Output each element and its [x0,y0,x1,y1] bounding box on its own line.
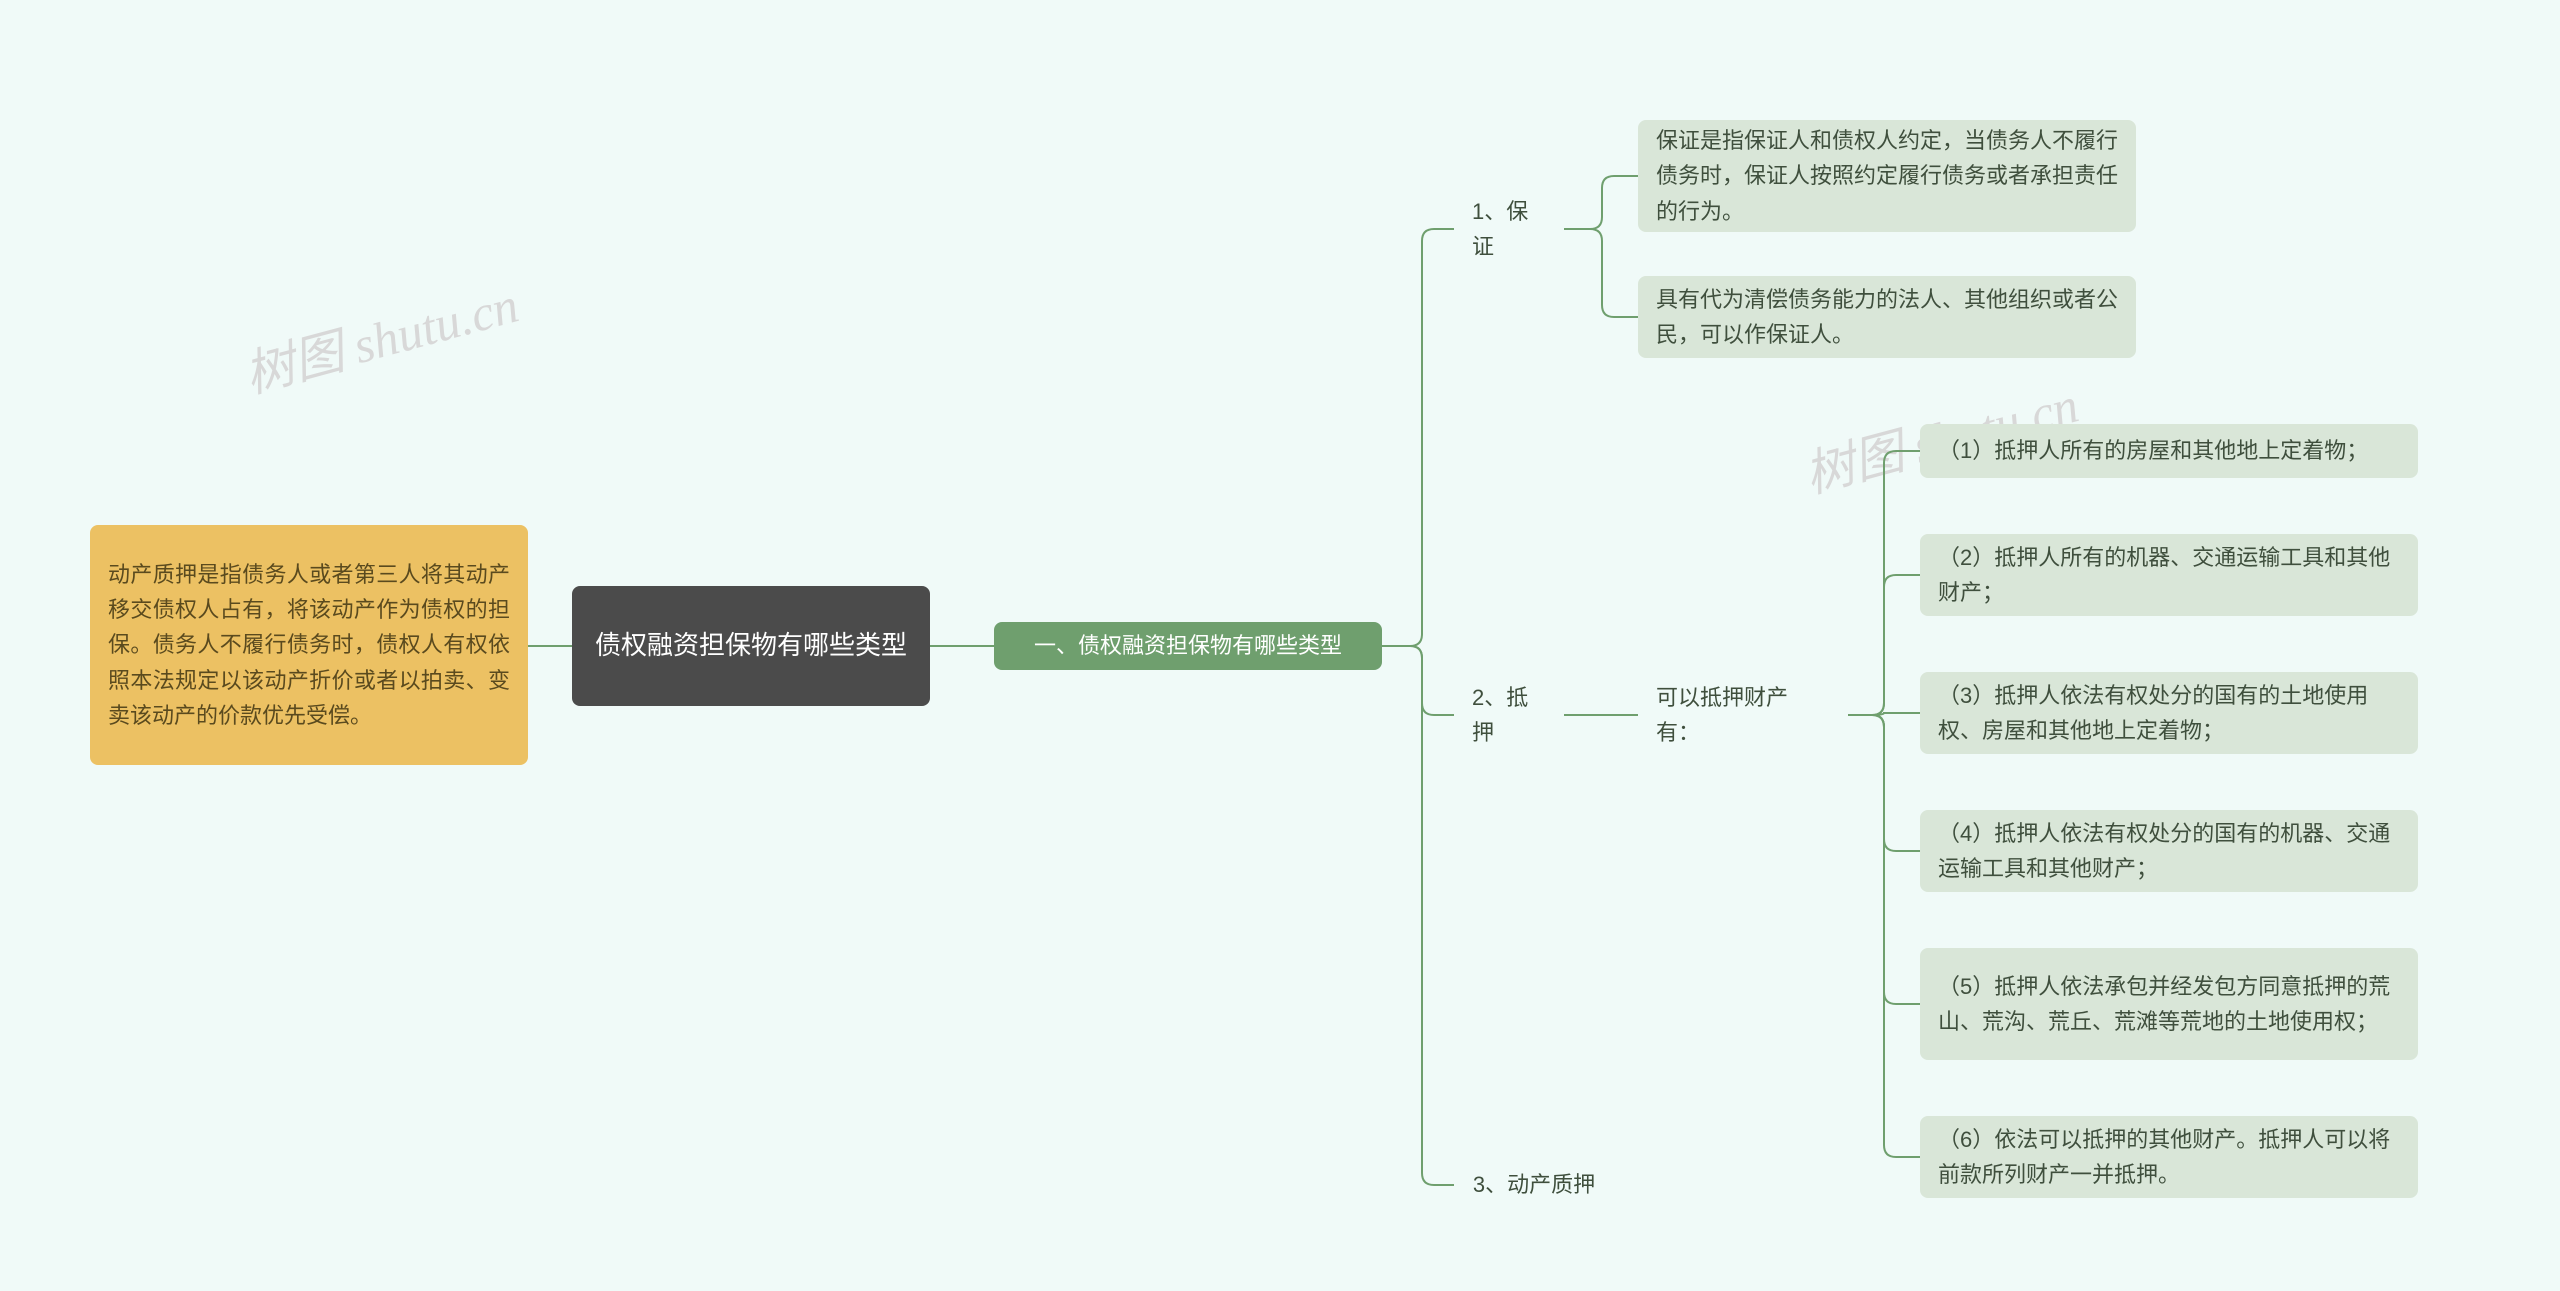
baozheng-child-1[interactable]: 保证是指保证人和债权人约定，当债务人不履行债务时，保证人按照约定履行债务或者承担… [1638,120,2136,232]
diya-child-4-text: （4）抵押人依法有权处分的国有的机器、交通运输工具和其他财产； [1938,816,2400,886]
baozheng-child-1-text: 保证是指保证人和债权人约定，当债务人不履行债务时，保证人按照约定履行债务或者承担… [1656,123,2118,229]
branch-dongchan[interactable]: 3、动产质押 [1454,1162,1614,1208]
branch-diya[interactable]: 2、抵押 [1454,692,1564,738]
branch-diya-label: 2、抵押 [1472,680,1546,750]
section-1-node[interactable]: 一、债权融资担保物有哪些类型 [994,622,1382,670]
diya-child-5-text: （5）抵押人依法承包并经发包方同意抵押的荒山、荒沟、荒丘、荒滩等荒地的土地使用权… [1938,969,2400,1039]
diya-child-2[interactable]: （2）抵押人所有的机器、交通运输工具和其他财产； [1920,534,2418,616]
root-label: 债权融资担保物有哪些类型 [595,625,907,667]
diya-child-3[interactable]: （3）抵押人依法有权处分的国有的土地使用权、房屋和其他地上定着物； [1920,672,2418,754]
diya-child-3-text: （3）抵押人依法有权处分的国有的土地使用权、房屋和其他地上定着物； [1938,678,2400,748]
branch-baozheng[interactable]: 1、保证 [1454,206,1564,252]
diya-child-1-text: （1）抵押人所有的房屋和其他地上定着物； [1938,433,2368,468]
diya-child-6[interactable]: （6）依法可以抵押的其他财产。抵押人可以将前款所列财产一并抵押。 [1920,1116,2418,1198]
watermark-1: 树图 shutu.cn [235,265,525,407]
branch-dongchan-label: 3、动产质押 [1473,1167,1595,1202]
diya-child-4[interactable]: （4）抵押人依法有权处分的国有的机器、交通运输工具和其他财产； [1920,810,2418,892]
diya-child-6-text: （6）依法可以抵押的其他财产。抵押人可以将前款所列财产一并抵押。 [1938,1122,2400,1192]
diya-sub-label: 可以抵押财产有： [1656,680,1830,750]
diya-child-1[interactable]: （1）抵押人所有的房屋和其他地上定着物； [1920,424,2418,478]
diya-child-2-text: （2）抵押人所有的机器、交通运输工具和其他财产； [1938,540,2400,610]
branch-baozheng-label: 1、保证 [1472,194,1546,264]
baozheng-child-2-text: 具有代为清偿债务能力的法人、其他组织或者公民，可以作保证人。 [1656,282,2118,352]
left-leaf-node[interactable]: 动产质押是指债务人或者第三人将其动产移交债权人占有，将该动产作为债权的担保。债务… [90,525,528,765]
diya-child-5[interactable]: （5）抵押人依法承包并经发包方同意抵押的荒山、荒沟、荒丘、荒滩等荒地的土地使用权… [1920,948,2418,1060]
left-leaf-text: 动产质押是指债务人或者第三人将其动产移交债权人占有，将该动产作为债权的担保。债务… [108,557,510,733]
baozheng-child-2[interactable]: 具有代为清偿债务能力的法人、其他组织或者公民，可以作保证人。 [1638,276,2136,358]
section-1-label: 一、债权融资担保物有哪些类型 [1034,628,1342,663]
diya-sub[interactable]: 可以抵押财产有： [1638,692,1848,738]
root-node[interactable]: 债权融资担保物有哪些类型 [572,586,930,706]
